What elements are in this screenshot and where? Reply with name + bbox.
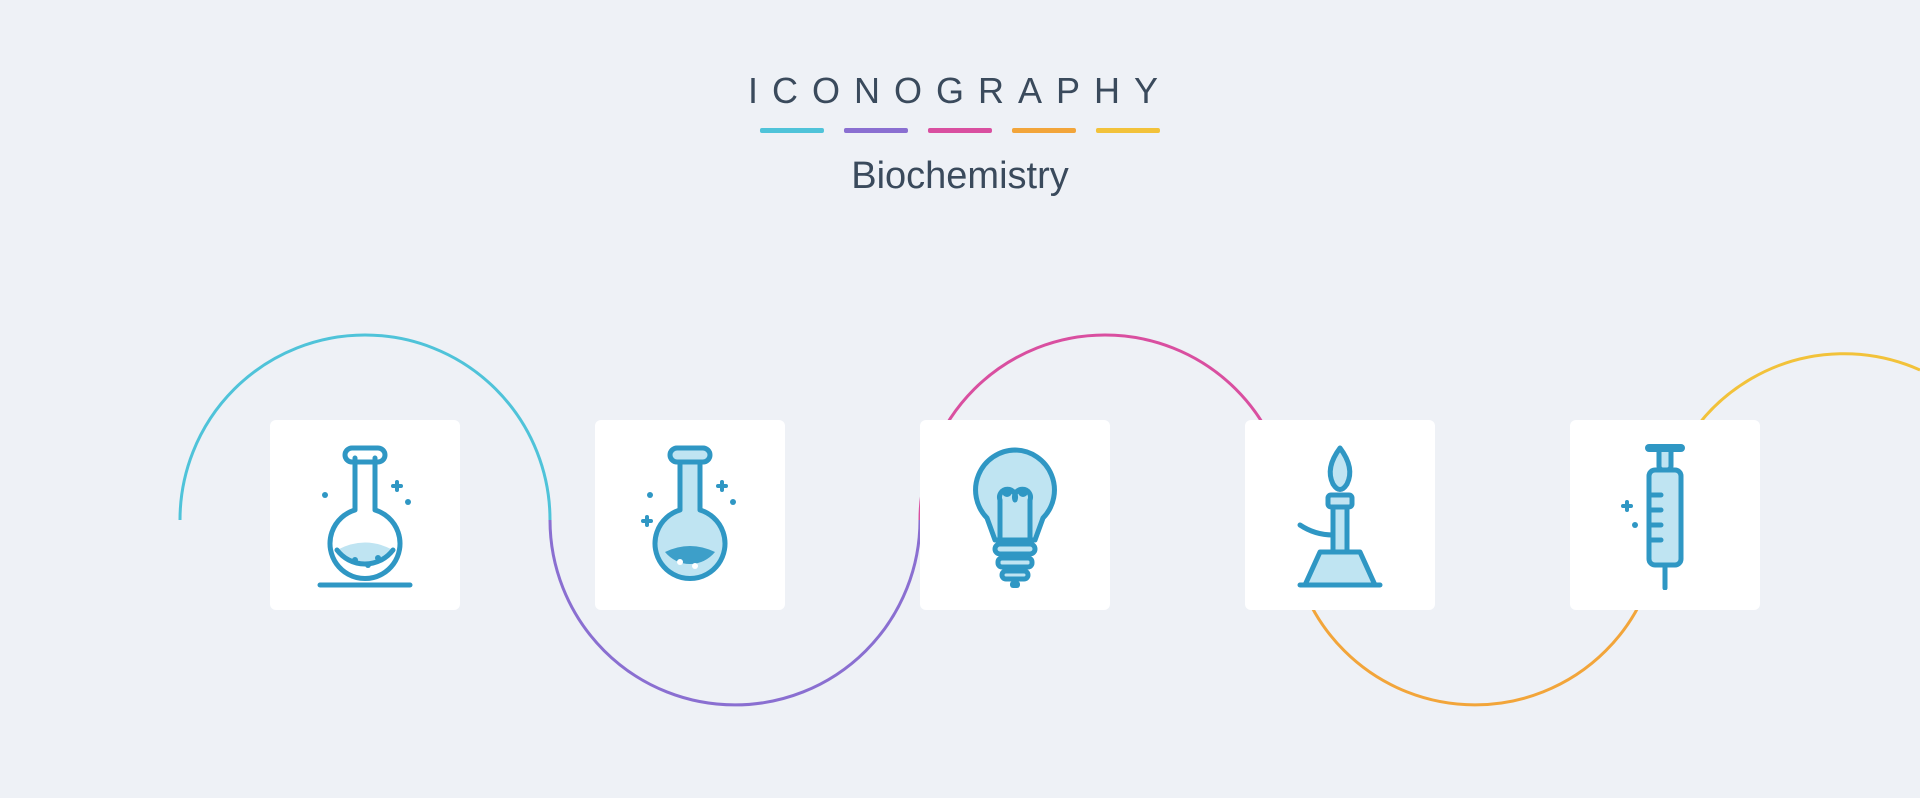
header: ICONOGRAPHY Biochemistry	[748, 70, 1172, 198]
title-underline	[748, 128, 1172, 133]
burner-icon	[1275, 440, 1405, 590]
underline-seg-2	[844, 128, 908, 133]
tile-flask-1	[270, 420, 460, 610]
underline-seg-3	[928, 128, 992, 133]
underline-seg-1	[760, 128, 824, 133]
syringe-icon	[1605, 440, 1725, 590]
page-subtitle: Biochemistry	[748, 155, 1172, 198]
flask-2-icon	[625, 440, 755, 590]
page-title: ICONOGRAPHY	[748, 70, 1172, 112]
flask-1-icon	[300, 440, 430, 590]
tile-burner	[1245, 420, 1435, 610]
tile-syringe	[1570, 420, 1760, 610]
tile-flask-2	[595, 420, 785, 610]
bulb-icon	[955, 440, 1075, 590]
underline-seg-4	[1012, 128, 1076, 133]
underline-seg-5	[1096, 128, 1160, 133]
icon-row	[0, 420, 1920, 630]
tile-bulb	[920, 420, 1110, 610]
